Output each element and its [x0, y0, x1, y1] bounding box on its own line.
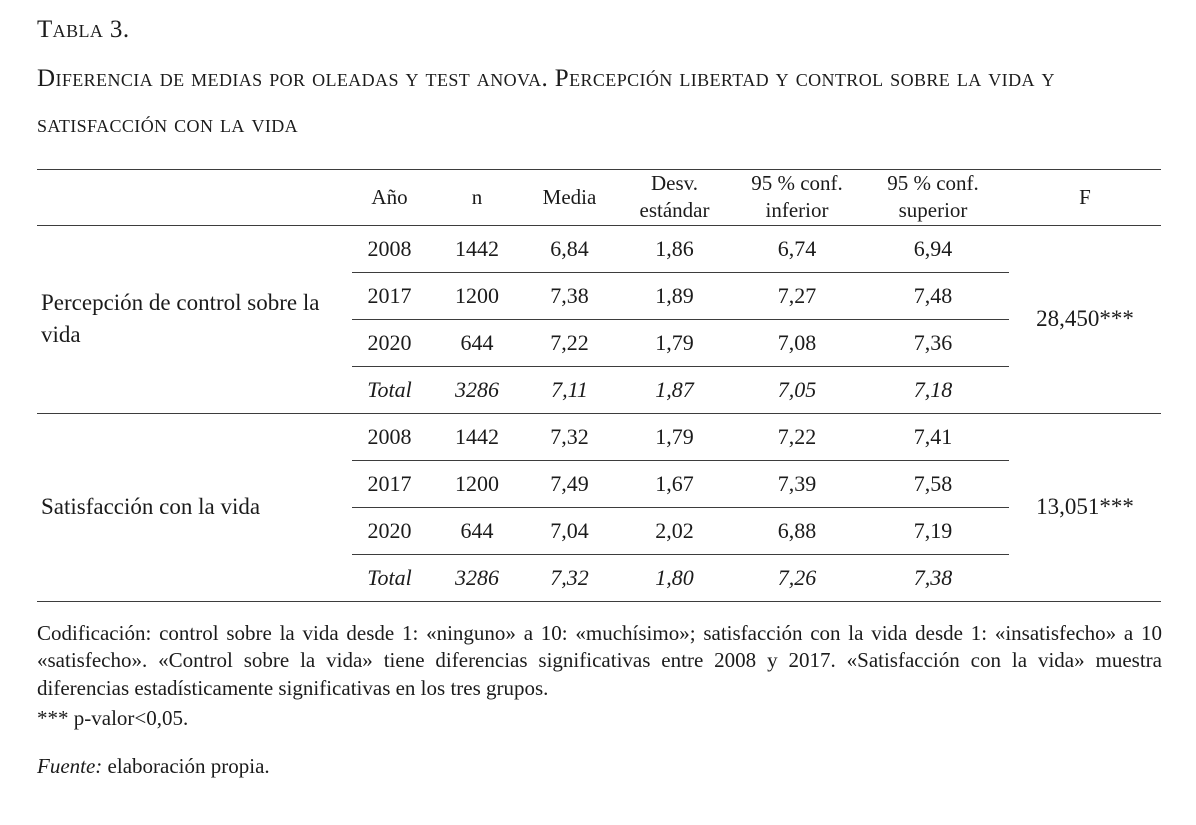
cell-ci-lower: 7,26 — [737, 554, 857, 602]
table-row: 2017 1200 7,49 1,67 7,39 7,58 — [37, 460, 1161, 508]
cell-ci-upper: 7,48 — [857, 272, 1009, 320]
cell-mean: 7,32 — [527, 412, 612, 461]
table-caption: Diferencia de medias por oleadas y test … — [37, 65, 1055, 138]
source-label: Fuente: — [37, 754, 103, 779]
cell-sd: 1,67 — [612, 460, 737, 508]
group-life-satisfaction: Satisfacción con la vida 2008 1442 7,32 … — [37, 412, 1161, 602]
cell-ci-lower: 6,74 — [737, 225, 857, 273]
cell-mean: 7,04 — [527, 507, 612, 555]
cell-ci-upper: 7,18 — [913, 376, 953, 402]
header-year: Año — [352, 169, 427, 226]
cell-year: 2008 — [352, 225, 427, 273]
cell-ci-lower: 7,39 — [737, 460, 857, 508]
cell-year: Total — [367, 376, 412, 402]
cell-ci-lower: 7,27 — [737, 272, 857, 320]
cell-mean: 7,38 — [527, 272, 612, 320]
cell-year: 2020 — [352, 319, 427, 367]
cell-n: 1442 — [427, 225, 527, 273]
cell-mean: 7,22 — [527, 319, 612, 367]
cell-year: 2020 — [352, 507, 427, 555]
cell-ci-upper: 6,94 — [857, 225, 1009, 273]
header-n: n — [427, 169, 527, 226]
cell-mean: 7,32 — [527, 554, 612, 602]
cell-ci-lower: 7,22 — [737, 412, 857, 461]
cell-ci-upper: 7,19 — [857, 507, 1009, 555]
table-row: 2020 644 7,04 2,02 6,88 7,19 — [37, 507, 1161, 555]
cell-n: 1442 — [427, 412, 527, 461]
table-row: 2017 1200 7,38 1,89 7,27 7,48 — [37, 272, 1161, 320]
table-row: 2020 644 7,22 1,79 7,08 7,36 — [37, 319, 1161, 367]
group-label: Percepción de control sobre la vida — [41, 289, 320, 348]
cell-year: Total — [352, 554, 427, 602]
cell-sd: 1,79 — [612, 319, 737, 367]
table-row-total: Total 3286 7,11 1,87 7,05 7,18 — [37, 366, 1161, 413]
header-row: Año n Media Desv. estándar 95 % conf. in… — [37, 169, 1161, 226]
table-row: Percepción de control sobre la vida 2008… — [37, 225, 1161, 347]
cell-ci-lower: 7,05 — [777, 376, 817, 402]
cell-year: 2008 — [352, 412, 427, 461]
cell-ci-lower: 6,88 — [737, 507, 857, 555]
cell-ci-upper: 7,38 — [857, 554, 1009, 602]
header-sd: Desv. estándar — [612, 169, 737, 226]
table-row: Satisfacción con la vida 2008 1442 7,32 … — [37, 412, 1161, 602]
source-line: Fuente: elaboración propia. — [37, 754, 1162, 779]
cell-ci-upper: 7,41 — [857, 412, 1009, 461]
cell-ci-upper: 7,36 — [857, 319, 1009, 367]
f-value: 13,051*** — [1009, 412, 1161, 602]
header-ci-upper: 95 % conf. superior — [857, 169, 1009, 226]
group-perception-control: Percepción de control sobre la vida 2008… — [37, 225, 1161, 413]
cell-n: 644 — [427, 507, 527, 555]
cell-n: 1200 — [427, 272, 527, 320]
cell-mean: 7,49 — [527, 460, 612, 508]
cell-sd: 1,89 — [612, 272, 737, 320]
cell-n: 3286 — [427, 554, 527, 602]
cell-ci-lower: 7,08 — [737, 319, 857, 367]
header-ci-lower: 95 % conf. inferior — [737, 169, 857, 226]
note-coding: Codificación: control sobre la vida desd… — [37, 620, 1162, 701]
group-label: Satisfacción con la vida — [37, 412, 352, 602]
cell-mean: 7,11 — [551, 376, 588, 402]
cell-n: 1200 — [427, 460, 527, 508]
cell-mean: 6,84 — [527, 225, 612, 273]
table-number: Tabla 3. — [37, 16, 130, 43]
cell-sd: 1,86 — [612, 225, 737, 273]
note-significance: *** p-valor<0,05. — [37, 705, 189, 730]
anova-table: Año n Media Desv. estándar 95 % conf. in… — [37, 169, 1161, 602]
cell-sd: 1,87 — [655, 376, 694, 402]
table-row-total: Total 3286 7,32 1,80 7,26 7,38 — [37, 554, 1161, 602]
cell-year: 2017 — [352, 460, 427, 508]
f-value: 28,450*** — [1036, 306, 1134, 332]
header-f: F — [1009, 169, 1161, 226]
cell-ci-upper: 7,58 — [857, 460, 1009, 508]
cell-sd: 1,79 — [612, 412, 737, 461]
cell-n: 3286 — [455, 376, 499, 402]
header-mean: Media — [527, 169, 612, 226]
header-group — [37, 169, 352, 226]
cell-n: 644 — [427, 319, 527, 367]
source-text: elaboración propia. — [102, 754, 270, 779]
cell-year: 2017 — [352, 272, 427, 320]
cell-sd: 2,02 — [612, 507, 737, 555]
cell-sd: 1,80 — [612, 554, 737, 602]
